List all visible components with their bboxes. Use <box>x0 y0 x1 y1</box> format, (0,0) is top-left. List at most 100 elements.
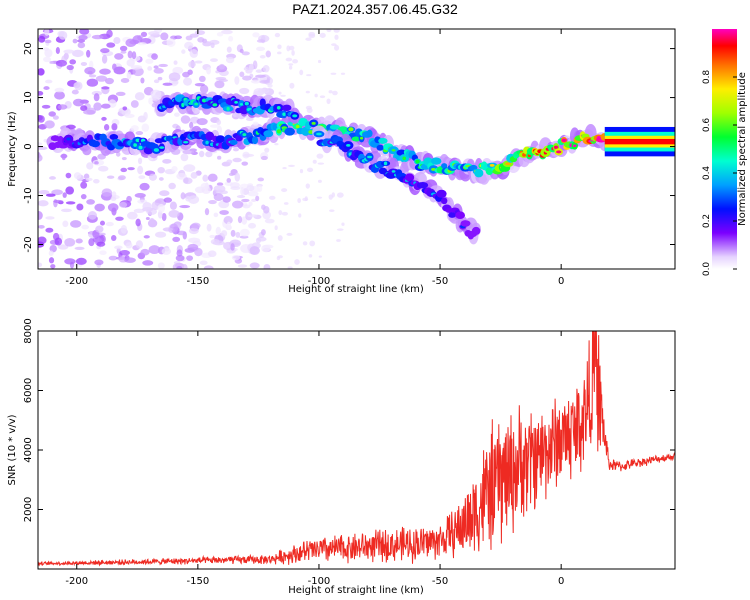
heatmap-ridge-cell <box>215 135 226 143</box>
heatmap-noise-cell <box>158 177 164 181</box>
heatmap-noise-cell <box>65 201 76 205</box>
heatmap-noise-cell <box>298 213 302 218</box>
heatmap-noise-cell <box>148 245 161 254</box>
x-tick-label: 0 <box>558 576 564 587</box>
snr-x-ticks: -200 -150 -100 -50 0 <box>65 331 564 587</box>
x-tick-label: 0 <box>558 276 564 287</box>
heatmap-noise-cell <box>232 147 239 152</box>
heatmap-noise-cell <box>207 173 218 182</box>
heatmap-noise-cell <box>331 43 337 46</box>
heatmap-noise-cell <box>101 54 108 64</box>
heatmap-noise-cell <box>341 222 345 226</box>
heatmap-noise-cell <box>242 75 252 81</box>
heatmap-noise-cell <box>38 224 45 229</box>
heatmap-noise-cell <box>114 245 123 250</box>
heatmap-noise-cell <box>143 235 150 239</box>
heatmap-noise-cell <box>141 123 150 132</box>
heatmap-noise-cell <box>154 231 167 238</box>
heatmap-noise-cell <box>184 41 194 50</box>
heatmap-noise-cell <box>93 178 100 184</box>
heatmap-noise-cell <box>250 79 261 84</box>
heatmap-noise-cell <box>45 193 56 197</box>
heatmap-noise-cell <box>66 64 74 71</box>
heatmap-noise-cell <box>38 154 43 162</box>
heatmap-noise-cell <box>204 208 210 216</box>
heatmap-noise-cell <box>73 172 82 180</box>
heatmap-noise-cell <box>257 88 270 94</box>
heatmap-noise-cell <box>48 257 55 264</box>
heatmap-noise-cell <box>38 189 50 195</box>
heatmap-noise-cell <box>182 71 190 78</box>
heatmap-noise-cell <box>217 155 222 160</box>
heatmap-noise-cell <box>191 222 201 229</box>
heatmap-noise-cell <box>113 66 126 75</box>
heatmap-noise-cell <box>305 90 310 94</box>
heatmap-noise-cell <box>151 53 158 60</box>
heatmap-noise-cell <box>280 94 286 97</box>
heatmap-ridge-cell <box>50 135 60 142</box>
heatmap-noise-cell <box>226 46 232 53</box>
heatmap-noise-cell <box>118 175 126 181</box>
heatmap-noise-cell <box>297 197 302 204</box>
heatmap-noise-cell <box>230 243 235 251</box>
y-tick-label: 20 <box>23 42 34 55</box>
heatmap-noise-cell <box>188 227 199 235</box>
heatmap-noise-cell <box>218 78 228 83</box>
heatmap-noise-cell <box>182 177 193 185</box>
x-tick-label: -150 <box>187 576 210 587</box>
heatmap-noise-cell <box>334 44 340 51</box>
spectrogram-frame <box>37 28 676 270</box>
heatmap-noise-cell <box>248 222 257 229</box>
heatmap-noise-cell <box>153 68 164 74</box>
heatmap-noise-cell <box>239 228 250 237</box>
heatmap-noise-cell <box>52 115 59 120</box>
heatmap-ridge-cell <box>471 226 481 235</box>
heatmap-noise-cell <box>149 217 155 225</box>
heatmap-noise-cell <box>281 211 288 216</box>
heatmap-noise-cell <box>232 200 244 209</box>
heatmap-noise-cell <box>299 69 304 76</box>
heatmap-noise-cell <box>237 264 248 268</box>
heatmap-noise-cell <box>95 225 104 233</box>
heatmap-noise-cell <box>288 63 294 66</box>
heatmap-peak-cell <box>194 102 199 106</box>
heatmap-noise-cell <box>234 76 240 85</box>
heatmap-noise-cell <box>94 259 104 266</box>
heatmap-noise-cell <box>114 53 124 60</box>
heatmap-noise-cell <box>174 112 180 117</box>
heatmap-noise-cell <box>180 153 189 162</box>
heatmap-ridge-cell <box>329 124 341 130</box>
heatmap-peak-cell <box>292 114 298 118</box>
heatmap-noise-cell <box>115 216 124 221</box>
heatmap-noise-cell <box>286 45 291 52</box>
heatmap-noise-cell <box>264 218 275 224</box>
heatmap-ridge-cell <box>251 136 259 145</box>
heatmap-noise-cell <box>255 69 263 73</box>
heatmap-noise-cell <box>137 42 147 46</box>
heatmap-noise-cell <box>199 84 209 94</box>
heatmap-noise-cell <box>207 250 217 258</box>
heatmap-noise-cell <box>135 218 141 227</box>
snr-y-label: SNR (10 * v/v) <box>7 414 18 485</box>
heatmap-noise-cell <box>252 32 260 38</box>
heatmap-noise-cell <box>132 67 144 77</box>
heatmap-noise-cell <box>282 167 287 170</box>
heatmap-noise-cell <box>108 255 118 261</box>
heatmap-noise-cell <box>176 249 183 257</box>
heatmap-noise-cell <box>38 91 44 96</box>
heatmap-noise-cell <box>106 175 115 179</box>
heatmap-noise-cell <box>259 79 271 84</box>
chart-title: PAZ1.2024.357.06.45.G32 <box>292 1 458 17</box>
heatmap-noise-cell <box>44 39 52 44</box>
heatmap-noise-cell <box>93 93 100 102</box>
heatmap-noise-cell <box>38 200 49 207</box>
spectrogram-heatmap <box>38 29 675 269</box>
heatmap-noise-cell <box>241 51 250 56</box>
colorbar-tick-label: 0.2 <box>702 214 712 228</box>
heatmap-noise-cell <box>285 57 293 62</box>
heatmap-noise-cell <box>143 111 148 121</box>
heatmap-noise-cell <box>230 186 241 191</box>
heatmap-noise-cell <box>43 56 52 63</box>
